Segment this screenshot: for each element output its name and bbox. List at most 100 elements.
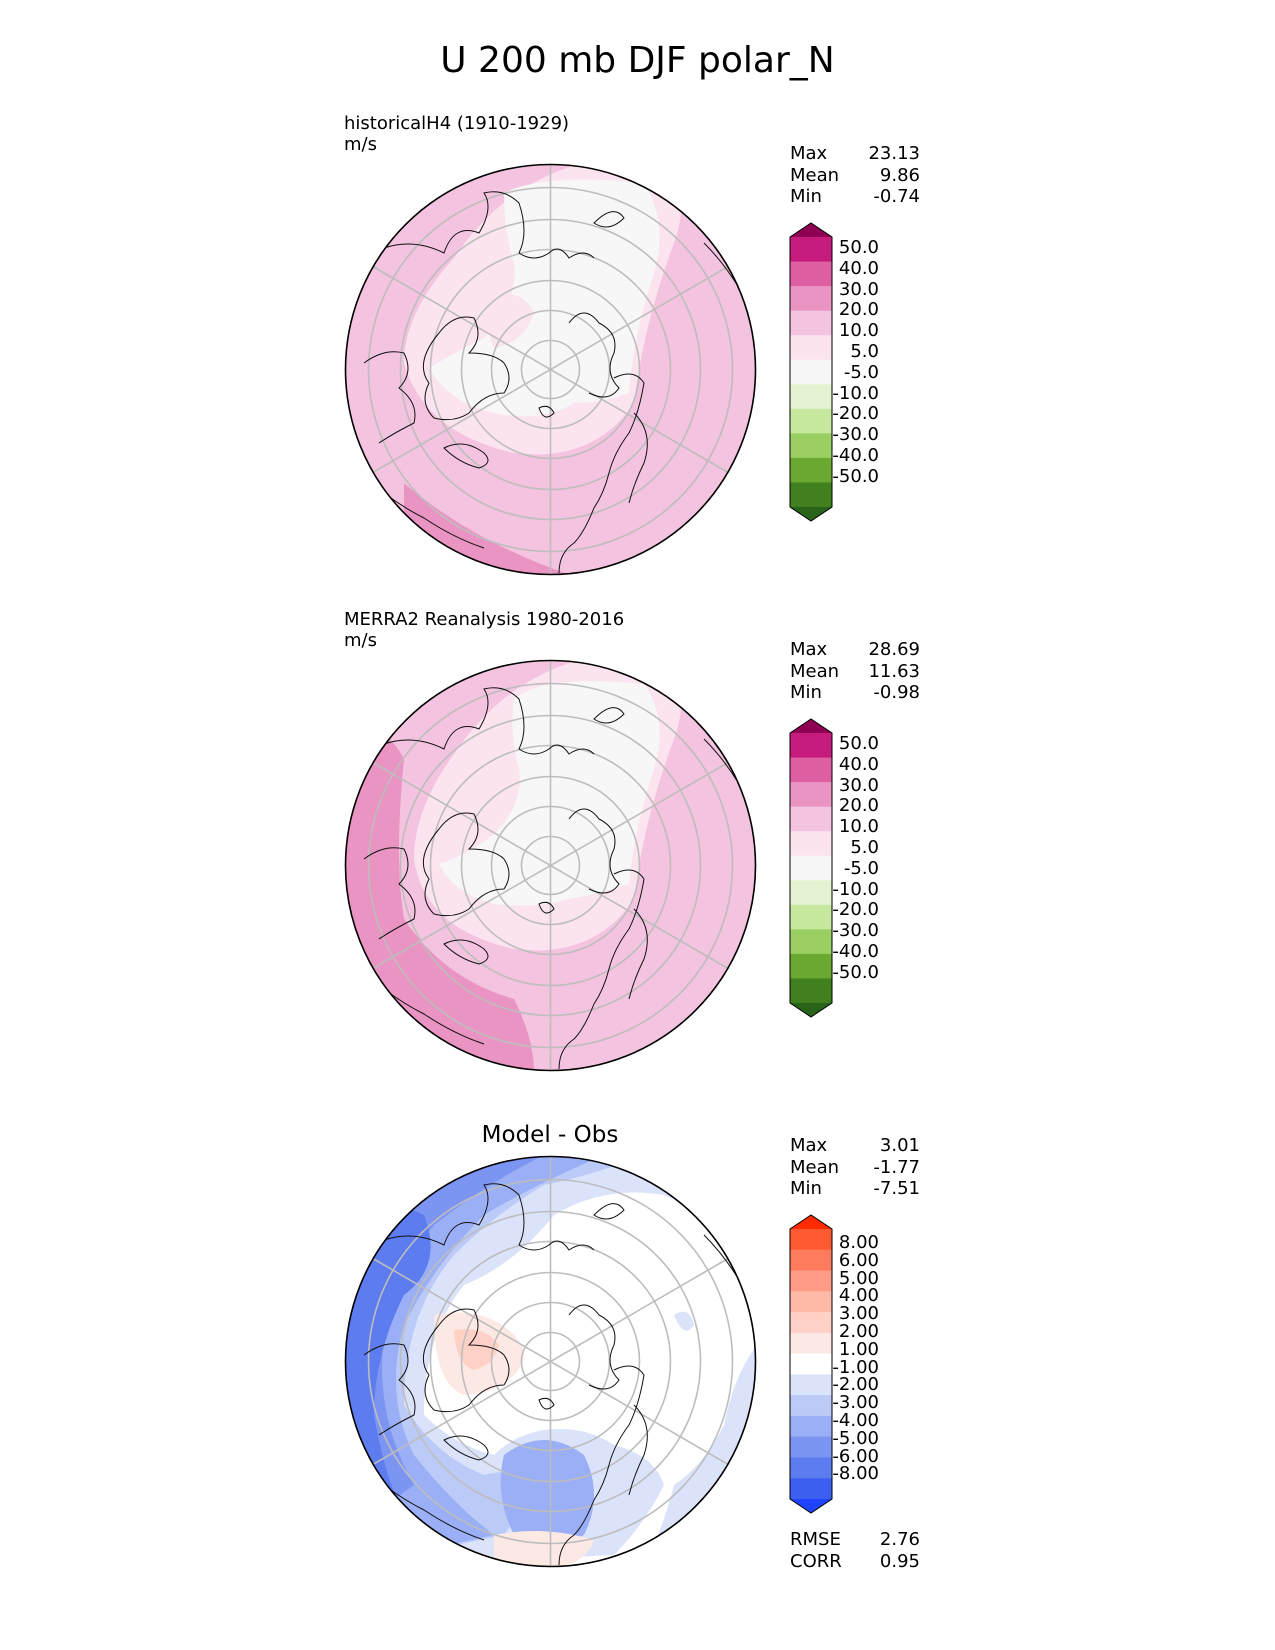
colorbar-swatch [790,223,832,237]
colorbar-swatch [790,929,832,955]
colorbar-swatch [790,1312,832,1334]
colorbar-swatch [790,953,832,979]
colorbar-tick-label: 4.00 [838,1285,879,1307]
colorbar-swatch [790,1291,832,1313]
colorbar-swatch [790,482,832,508]
colorbar-tick-label: -4.00 [832,1410,879,1431]
stat-value: 9.86 [879,164,920,186]
figure-title: U 200 mb DJF polar_N [440,40,835,81]
colorbar-tick-label: -30.0 [832,920,879,942]
colorbar-tick-label: 40.0 [838,257,879,279]
colorbar-tick-label: 50.0 [838,733,879,754]
colorbar-swatch [790,1003,832,1017]
colorbar-tick-label: -5.0 [843,857,879,879]
colorbar-tick-label: -20.0 [832,899,879,921]
stat-label: Max [790,1135,828,1156]
panel-1-colorbar [789,222,833,522]
colorbar-swatch [790,261,832,287]
contour-region [500,1440,594,1545]
panel-3-metrics: RMSE 2.76 CORR 0.95 [790,1529,920,1572]
colorbar-tick-label: -1.00 [832,1356,879,1378]
coastlines [363,1183,740,1566]
colorbar-swatch [790,384,832,410]
colorbar-swatch [790,457,832,483]
colorbar-swatch [790,1270,832,1292]
map-boundary [344,659,757,1072]
contour-region [454,1329,499,1370]
colorbar-tick-label: 5.00 [838,1267,879,1289]
colorbar-swatch [790,904,832,930]
colorbar-swatch [790,733,832,759]
colorbar-swatch [790,1229,832,1251]
coastlines [363,191,740,574]
colorbar-swatch [790,507,832,521]
panel-2-title: MERRA2 Reanalysis 1980-2016 m/s [344,609,624,651]
colorbar-tick-label: -10.0 [832,382,879,404]
colorbar-tick-label: -3.00 [832,1392,879,1414]
panel-1-units: m/s [344,134,377,155]
colorbar-outline [789,718,833,1018]
stat-label: Min [790,682,822,703]
colorbar-swatch [790,1374,832,1396]
colorbar-swatch [790,1478,832,1500]
stat-value: -0.74 [873,186,920,207]
map-graticule [367,660,734,1071]
panel-2-colorbar [789,718,833,1018]
colorbar-tick-label: -10.0 [832,878,879,900]
panel-2-stats: Max 28.69 Mean 11.63 Min -0.98 [790,639,920,704]
contour-region [489,295,534,348]
stat-value: 11.63 [868,660,920,682]
colorbar-swatch [790,978,832,1004]
colorbar-tick-label: 6.00 [838,1249,879,1271]
colorbar-swatch [790,719,832,733]
colorbar-swatch [790,1215,832,1229]
stat-label: Min [790,1178,822,1199]
contour-region [674,1311,694,1331]
colorbar-tick-label: 8.00 [838,1232,879,1253]
stat-label: Mean [790,1156,840,1178]
stat-label: Mean [790,164,840,186]
colorbar-tick-label: 20.0 [838,795,879,817]
colorbar-swatch [790,1249,832,1272]
colorbar-swatch [790,310,832,336]
colorbar-tick-label: -8.00 [832,1463,879,1485]
colorbar-tick-label: -40.0 [832,941,879,962]
colorbar-swatch [790,1353,832,1375]
colorbar-tick-label: 2.00 [838,1321,879,1342]
colorbar-tick-label: 40.0 [838,753,879,775]
panel-2-units: m/s [344,630,377,651]
metric-value: 0.95 [879,1550,920,1572]
colorbar-tick-label: -50.0 [832,465,879,487]
colorbar-tick-label: -2.00 [832,1374,879,1396]
stat-value: -1.77 [873,1156,920,1178]
colorbar-tick-label: 5.0 [850,341,879,362]
colorbar-tick-label: 30.0 [838,278,879,300]
colorbar-swatch [790,806,832,832]
stat-value: 3.01 [879,1135,920,1156]
colorbar-tick-label: 50.0 [838,237,879,258]
colorbar-tick-label: -40.0 [832,445,879,466]
stat-label: Max [790,143,828,164]
stat-label: Max [790,639,828,660]
colorbar-swatch [790,1499,832,1513]
panel-1-dataset: historicalH4 (1910-1929) [344,113,570,134]
stat-value: -7.51 [873,1178,920,1199]
colorbar-tick-label: -20.0 [832,403,879,425]
colorbar-swatch [790,757,832,783]
colorbar-tick-label: 20.0 [838,299,879,321]
colorbar-tick-label: 30.0 [838,774,879,796]
colorbar-tick-label: -6.00 [832,1445,879,1467]
colorbar-outline [789,222,833,522]
colorbar-tick-label: -5.00 [832,1427,879,1449]
colorbar-swatch [790,286,832,312]
colorbar-swatch [790,1436,832,1458]
panel-1-stats: Max 23.13 Mean 9.86 Min -0.74 [790,143,920,208]
colorbar-tick-label: 10.0 [838,320,879,342]
map-graticule [367,164,734,575]
metric-value: 2.76 [879,1529,920,1550]
stat-value: -0.98 [873,682,920,703]
colorbar-swatch [790,880,832,906]
colorbar-swatch [790,1395,832,1417]
stat-label: Min [790,186,822,207]
colorbar-swatch [790,1457,832,1479]
